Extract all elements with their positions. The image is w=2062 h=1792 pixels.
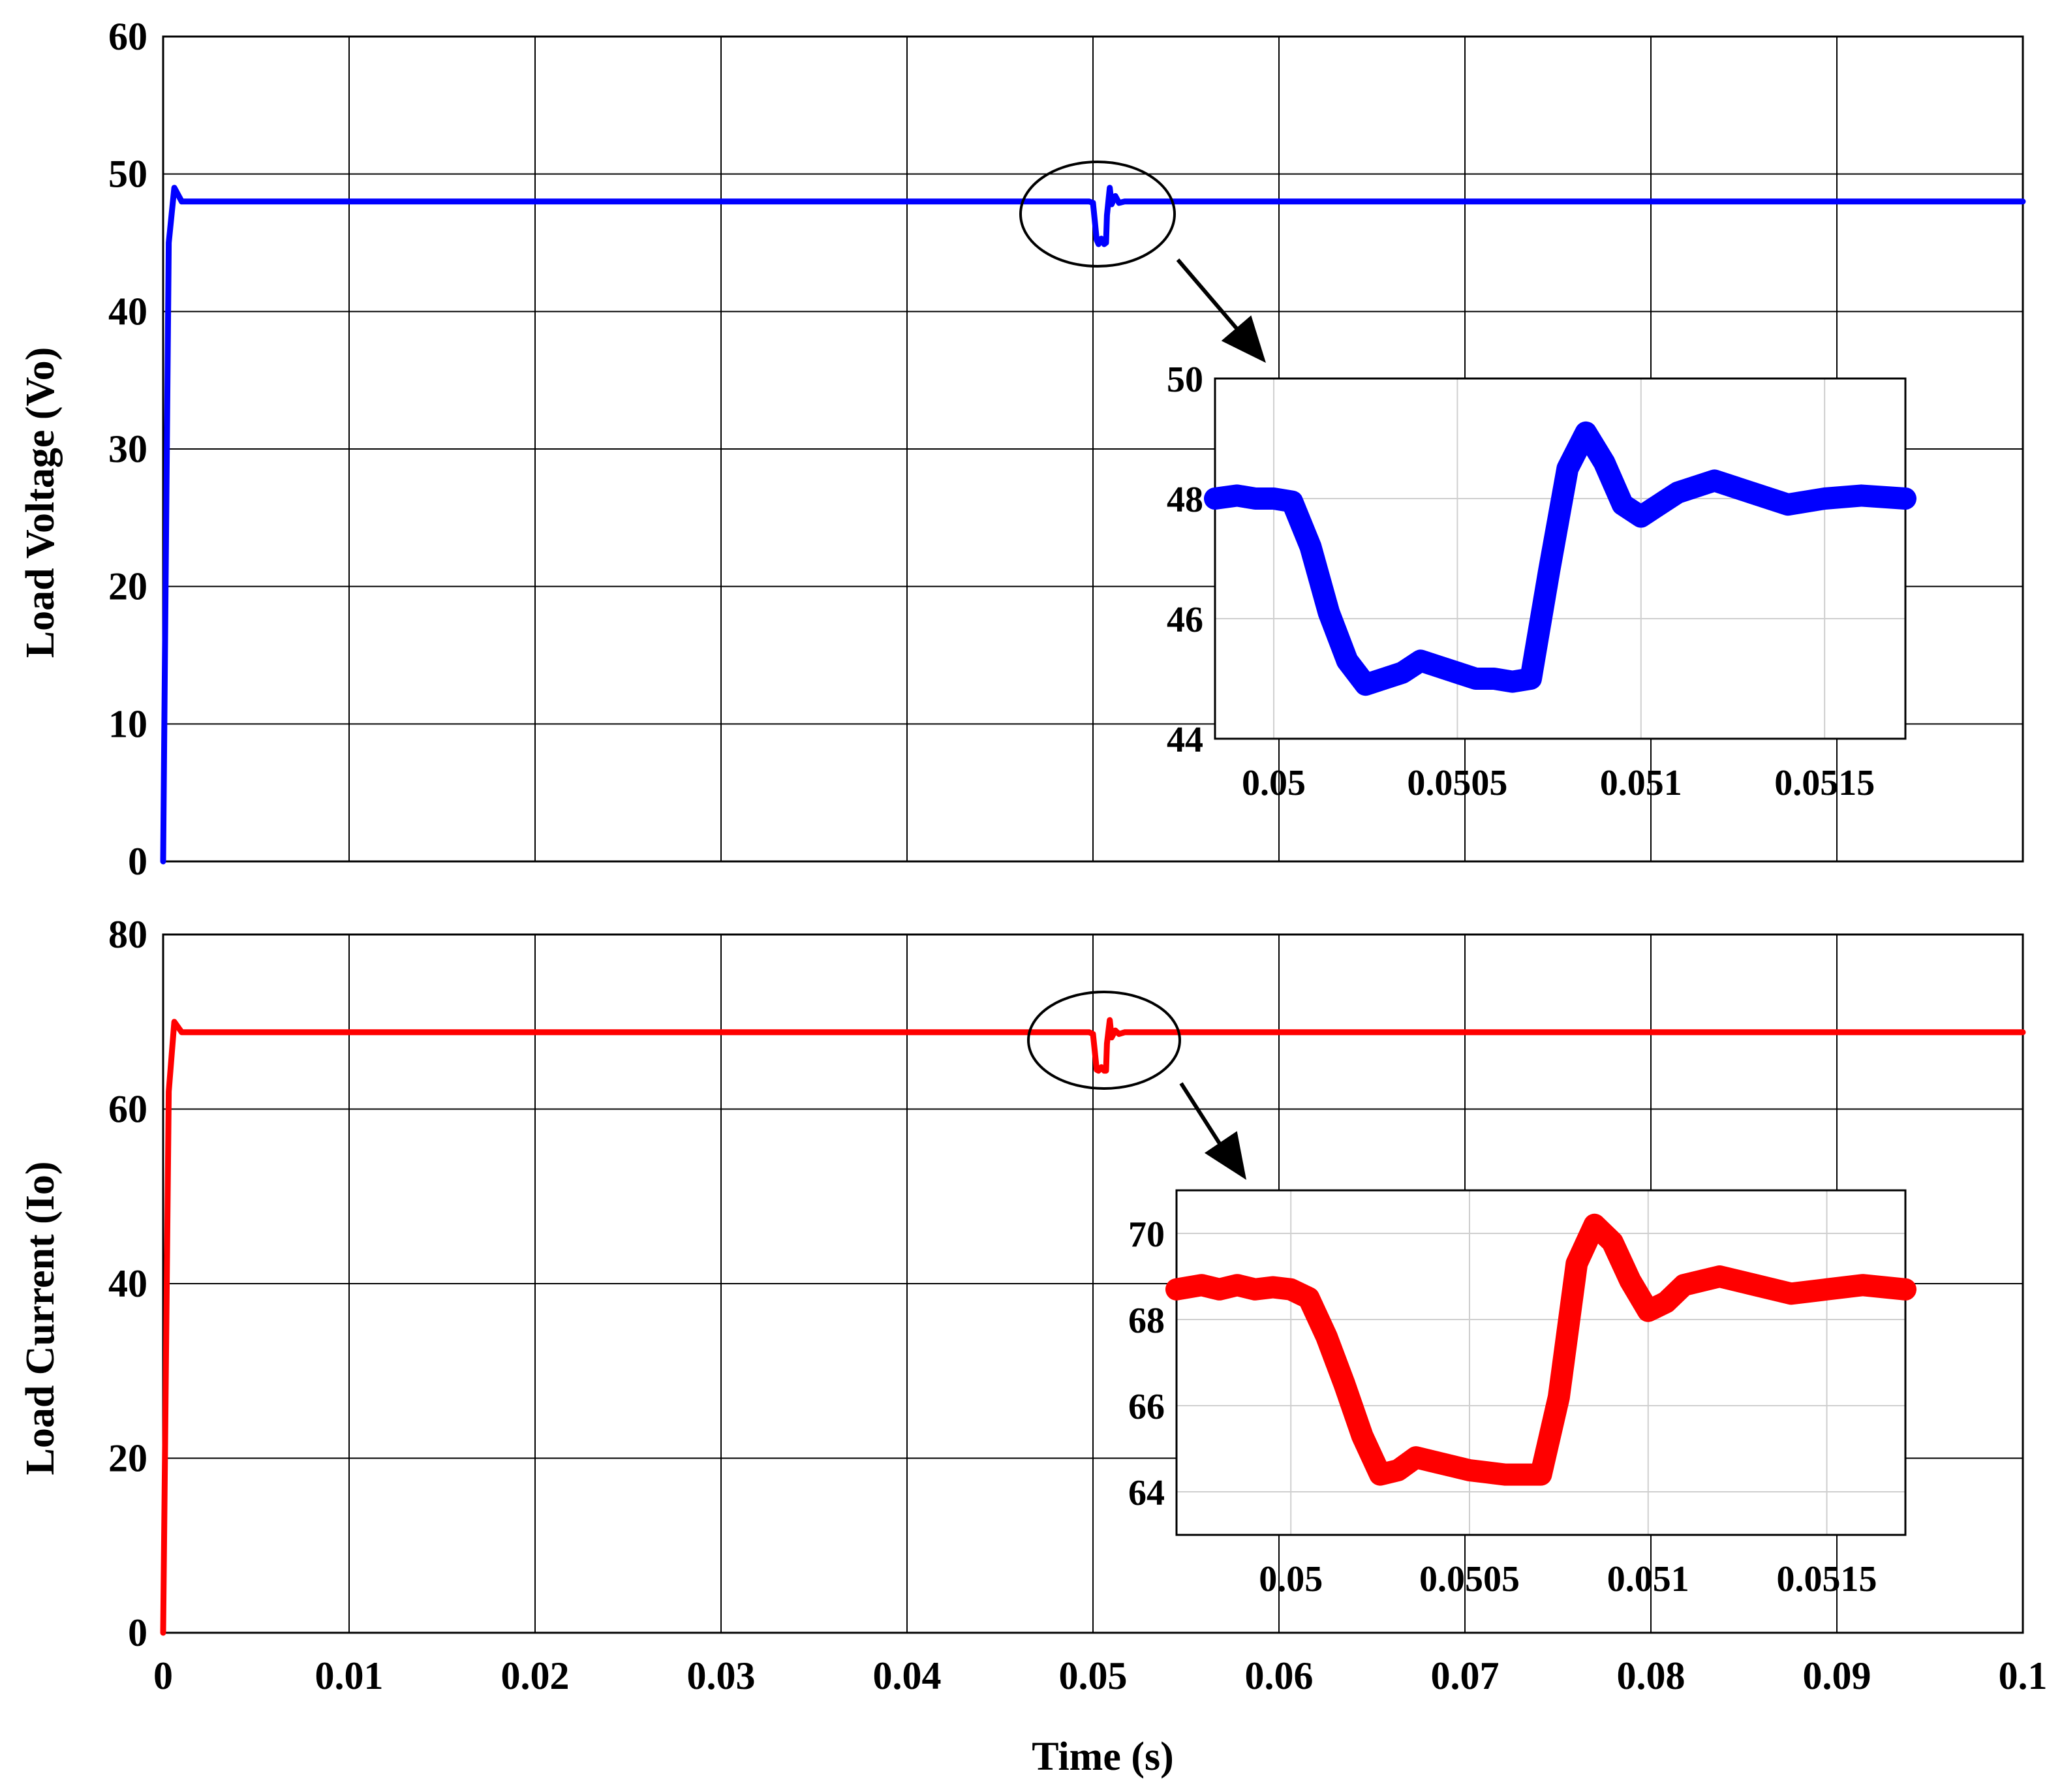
highlight-ellipse	[1019, 161, 1176, 268]
load-current-panel: 0 20 40 60 80 0 0.01 0.02 0.03 0.04 0.05 0.06 0.07 0.…	[108, 913, 2048, 1697]
x-tick-label: 0.05	[1059, 1654, 1128, 1697]
inset-x-tick-label: 0.05	[1242, 763, 1306, 803]
zoom-arrow-head	[1204, 1131, 1246, 1180]
y-tick-label: 60	[108, 1088, 147, 1131]
y-tick-label: 40	[108, 290, 147, 333]
inset-y-tick-label: 48	[1167, 480, 1203, 520]
inset-series-line	[1165, 1213, 1916, 1486]
inset-x-tick-label: 0.0515	[1774, 763, 1875, 803]
x-tick-label: 0	[153, 1654, 173, 1697]
inset-x-tick-label: 0.051	[1607, 1559, 1689, 1599]
inset-x-tick-label: 0.0505	[1407, 763, 1507, 803]
y-tick-label: 60	[108, 15, 147, 58]
x-tick-label: 0.03	[687, 1654, 756, 1697]
y-axis-label-current: Load Current (Io)	[18, 1161, 63, 1475]
x-tick-label: 0.06	[1245, 1654, 1314, 1697]
inset-y-tick-label: 46	[1167, 600, 1203, 640]
inset-y-tick-label: 50	[1167, 360, 1203, 400]
plot-frame	[162, 933, 2024, 1634]
x-axis-label: Time (s)	[1032, 1735, 1174, 1779]
y-tick-label: 30	[108, 427, 147, 471]
inset-x-tick-label: 0.051	[1600, 763, 1682, 803]
y-tick-label: 80	[108, 913, 147, 956]
series-line	[160, 1017, 2026, 1636]
x-tick-label: 0.1	[1999, 1654, 2048, 1697]
zoom-arrow-head	[1221, 315, 1266, 363]
y-tick-label: 40	[108, 1262, 147, 1305]
y-tick-label: 20	[108, 565, 147, 608]
series-line	[160, 185, 2026, 865]
inset-x-tick-label: 0.0505	[1419, 1559, 1520, 1599]
inset-y-tick-label: 66	[1128, 1387, 1165, 1427]
x-tick-label: 0.08	[1617, 1654, 1685, 1697]
y-axis-label-voltage: Load Voltage (Vo)	[18, 347, 63, 658]
x-tick-label: 0.01	[315, 1654, 384, 1697]
inset-y-tick-label: 70	[1128, 1214, 1165, 1255]
y-tick-label: 50	[108, 153, 147, 196]
x-tick-label: 0.02	[501, 1654, 570, 1697]
plot-frame	[162, 35, 2024, 863]
inset-y-tick-label: 64	[1128, 1473, 1165, 1513]
x-tick-label: 0.07	[1431, 1654, 1500, 1697]
inset-series-line	[1204, 421, 1916, 696]
inset-y-tick-label: 44	[1167, 720, 1203, 760]
y-tick-label: 0	[128, 1611, 147, 1654]
x-tick-label: 0.04	[873, 1654, 942, 1697]
highlight-ellipse	[1027, 991, 1181, 1090]
inset-plot: 0.05 0.0505 0.051 0.0515 44 46 48 50	[1167, 360, 1916, 803]
inset-x-tick-label: 0.05	[1259, 1559, 1323, 1599]
inset-frame	[1175, 1189, 1907, 1536]
x-tick-label: 0.09	[1803, 1654, 1871, 1697]
inset-y-tick-label: 68	[1128, 1301, 1165, 1341]
inset-frame	[1214, 377, 1907, 740]
y-tick-label: 10	[108, 702, 147, 745]
y-tick-label: 20	[108, 1437, 147, 1480]
inset-x-tick-label: 0.0515	[1777, 1559, 1877, 1599]
inset-plot: 0.05 0.0505 0.051 0.0515 64 66 68 70	[1128, 1189, 1916, 1599]
load-voltage-panel: 0 10 20 30 40 50 60 0.05 0.0505 0.051 0.0515 44 46 48…	[108, 15, 2026, 883]
y-tick-label: 0	[128, 840, 147, 883]
